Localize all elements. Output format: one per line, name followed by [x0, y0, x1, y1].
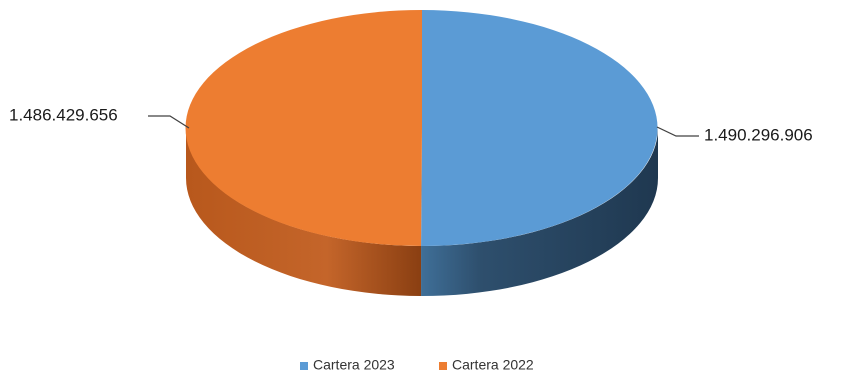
legend-label-cartera-2023: Cartera 2023 [313, 357, 395, 373]
pie-slice-cartera-2023 [421, 10, 658, 247]
leader-line-cartera-2022 [148, 115, 190, 129]
leader-line-cartera-2023 [656, 126, 699, 137]
legend: Cartera 2023 Cartera 2022 [300, 357, 534, 373]
legend-swatch-cartera-2023 [300, 362, 308, 370]
pie-side-cartera-2022 [186, 128, 422, 296]
pie-sides [186, 128, 658, 297]
data-label-cartera-2023: 1.490.296.906 [704, 125, 813, 144]
data-label-cartera-2022: 1.486.429.656 [9, 105, 118, 124]
legend-label-cartera-2022: Cartera 2022 [452, 357, 534, 373]
pie-slice-cartera-2022 [185, 9, 422, 246]
pie-tops [185, 9, 658, 247]
pie-side-cartera-2023 [421, 128, 658, 297]
legend-swatch-cartera-2022 [439, 362, 447, 370]
